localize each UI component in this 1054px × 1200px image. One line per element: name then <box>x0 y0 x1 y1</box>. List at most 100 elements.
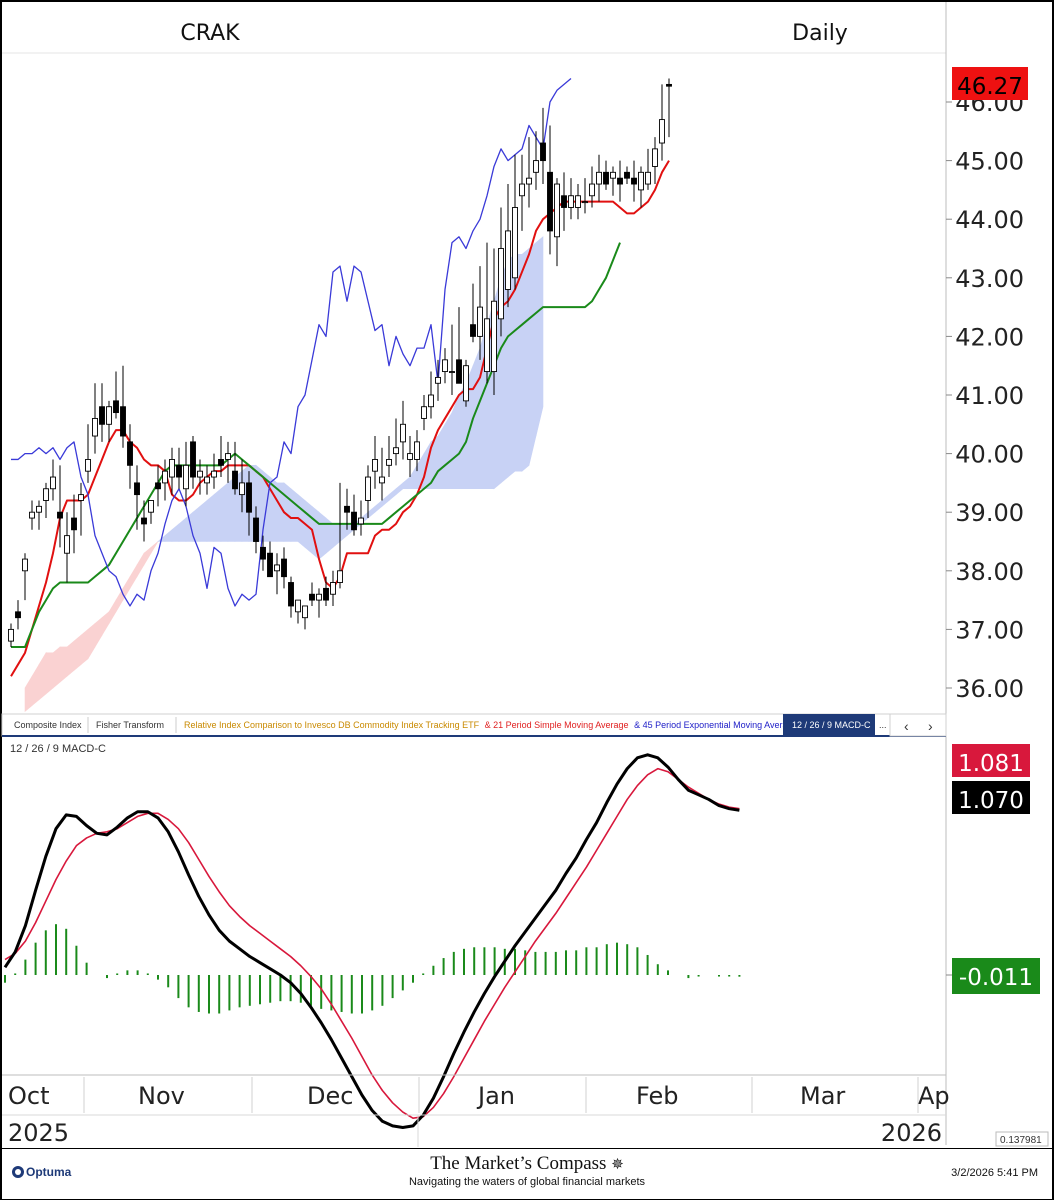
tab-sma-part[interactable]: & 21 Period Simple Moving Average <box>485 720 629 730</box>
candle-down <box>547 171 553 232</box>
candle-up <box>78 494 84 501</box>
cloud-segment <box>220 482 229 542</box>
cloud-segment <box>437 423 446 490</box>
tab-relative-index[interactable]: Relative Index Comparison to Invesco DB … <box>184 720 798 730</box>
price-tick-label: 43.00 <box>955 265 1024 293</box>
signal-line <box>4 767 740 1120</box>
tab-ema-part[interactable]: & 45 Period Exponential Moving Average <box>634 720 797 730</box>
cloud-segment <box>318 511 327 560</box>
histogram-badge-bg <box>952 958 1040 994</box>
candle-up <box>414 441 420 460</box>
price-tick-label: 37.00 <box>955 616 1024 644</box>
tab-fisher-transform[interactable]: Fisher Transform <box>96 720 164 730</box>
macd-panel-title: 12 / 26 / 9 MACD-C <box>10 743 106 755</box>
candle-up <box>596 171 602 185</box>
last-price-badge-bg <box>952 67 1028 100</box>
cloud-segment <box>185 511 194 542</box>
candle-up <box>400 423 406 443</box>
cloud-segment <box>444 411 453 490</box>
candle-up <box>225 453 231 460</box>
brand-tagline: Navigating the waters of global financia… <box>408 1176 645 1188</box>
candle-up <box>50 476 56 490</box>
candle-down <box>456 359 462 384</box>
tab-more[interactable]: ... <box>879 720 887 730</box>
candle-down <box>470 324 476 337</box>
cloud-segment <box>213 488 222 542</box>
cloud-segment <box>374 499 383 513</box>
candle-down <box>71 517 77 531</box>
candle-up <box>8 628 14 642</box>
cloud-segment <box>171 523 180 542</box>
cloud-segment <box>101 611 110 637</box>
cloud-segment <box>94 617 103 649</box>
candle-up <box>582 201 588 204</box>
candle-up <box>295 599 301 613</box>
optuma-logo-icon <box>12 1166 24 1178</box>
cloud-segment <box>332 523 341 549</box>
cloud-segment <box>87 622 96 660</box>
cloud-segment <box>52 646 61 689</box>
candle-up <box>421 406 427 419</box>
cloud-segment <box>59 646 68 683</box>
cloud-segment <box>143 546 152 567</box>
cloud-segment <box>528 241 537 466</box>
macd-value-badges: 1.081 1.070 -0.011 <box>952 744 1040 994</box>
corner-value-box <box>995 1131 1049 1147</box>
price-tick-label: 44.00 <box>955 206 1024 234</box>
tab-scroll-right-icon[interactable]: › <box>928 718 933 734</box>
candle-up <box>484 318 490 373</box>
signal-badge-bg <box>952 744 1030 777</box>
price-tick-label: 42.00 <box>955 323 1024 351</box>
cloud-segment <box>129 563 138 590</box>
candle-up <box>491 300 497 373</box>
tab-composite-index[interactable]: Composite Index <box>14 720 82 730</box>
tab-scroll-box <box>889 713 947 737</box>
candle-up <box>106 406 112 425</box>
price-tick-label: 36.00 <box>955 675 1024 703</box>
footer: Optuma The Market’s Compass ✵ Navigating… <box>2 1148 1052 1199</box>
year-label-2025: 2025 <box>8 1119 69 1147</box>
candle-down <box>631 177 637 185</box>
cloud-segment <box>24 675 33 713</box>
candle-up <box>505 230 511 290</box>
candle-up <box>337 570 343 583</box>
histogram-value: -0.011 <box>959 965 1033 991</box>
cloud-segment <box>73 634 82 672</box>
month-label: Ap <box>918 1082 950 1110</box>
cloud-segment <box>45 652 54 695</box>
chart-canvas[interactable]: CRAK Daily 46.0045.0044.0043.0042.0041.0… <box>0 0 1054 1148</box>
candle-up <box>204 476 210 484</box>
candle-up <box>85 459 91 472</box>
candle-up <box>512 207 518 279</box>
cloud-segment <box>108 599 117 625</box>
tab-relative-index-part[interactable]: Relative Index Comparison to Invesco DB … <box>184 720 480 730</box>
corner-value: 0.137981 <box>1000 1135 1042 1146</box>
candle-up <box>386 459 392 466</box>
candle-down <box>281 558 287 578</box>
candle-down <box>127 441 133 466</box>
cloud-segment <box>409 464 418 490</box>
candle-up <box>533 160 539 173</box>
cloud-segment <box>136 552 145 578</box>
candle-up <box>148 500 154 513</box>
cloud-segment <box>192 505 201 542</box>
macd-badge-bg <box>952 781 1030 814</box>
candle-up <box>64 535 70 554</box>
macd-histogram <box>4 924 741 1014</box>
tab-macd-active-bg <box>783 714 875 736</box>
candle-down <box>218 459 224 466</box>
brand-name-text: The Market’s Compass <box>430 1153 607 1174</box>
tab-scroll-left-icon[interactable]: ‹ <box>904 718 909 734</box>
candle-down <box>176 464 182 478</box>
price-tick-label: 41.00 <box>955 382 1024 410</box>
tab-macd[interactable]: 12 / 26 / 9 MACD-C <box>792 720 871 730</box>
candle-up <box>575 195 581 208</box>
cloud-segment <box>451 394 460 490</box>
cloud-segment <box>402 476 411 490</box>
candle-up <box>652 148 658 167</box>
candle-up <box>477 306 483 337</box>
month-label: Jan <box>476 1082 515 1110</box>
year-label-2026: 2026 <box>881 1119 942 1147</box>
cloud-segment <box>206 493 215 542</box>
